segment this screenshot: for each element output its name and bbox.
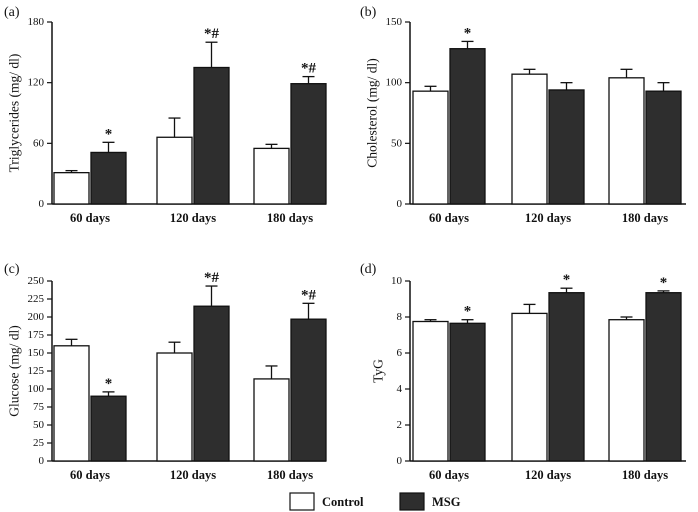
significance-mark-msg: *: [464, 304, 472, 320]
bar-msg: [645, 90, 682, 205]
y-tick-label: 2: [397, 419, 403, 431]
panel-letter: (d): [360, 262, 377, 277]
significance-mark-msg: *: [105, 376, 113, 392]
y-tick-label: 0: [39, 455, 45, 467]
legend-swatch-msg: [399, 492, 425, 511]
bar-msg: [548, 89, 585, 205]
y-tick-label: 175: [28, 329, 45, 341]
bar-control: [511, 312, 548, 462]
bar-msg: [290, 83, 327, 205]
y-tick-label: 120: [28, 77, 45, 89]
y-tick-label: 150: [28, 347, 45, 359]
bar-msg: [90, 395, 127, 462]
legend-label-control: Control: [322, 495, 364, 509]
x-category-label: 120 days: [525, 211, 571, 225]
significance-mark-msg: *: [464, 25, 472, 41]
x-category-label: 180 days: [267, 468, 313, 482]
bar-control: [253, 147, 290, 205]
bar-msg: [193, 305, 230, 462]
y-tick-label: 75: [33, 401, 45, 413]
x-category-label: 120 days: [170, 211, 216, 225]
bar-msg: [290, 318, 327, 462]
y-tick-label: 150: [386, 16, 403, 28]
y-tick-label: 25: [33, 437, 45, 449]
significance-mark-msg: *#: [204, 270, 220, 286]
bar-msg: [449, 322, 486, 462]
y-tick-label: 50: [391, 137, 403, 149]
bar-msg: [449, 48, 486, 205]
y-tick-label: 60: [33, 137, 45, 149]
significance-mark-msg: *: [105, 126, 113, 142]
y-tick-label: 125: [28, 365, 45, 377]
x-category-label: 60 days: [429, 211, 469, 225]
y-tick-label: 10: [391, 275, 403, 287]
y-axis-title: Glucose (mg/ dl): [7, 325, 22, 416]
y-axis-title: TyG: [371, 359, 386, 383]
x-category-label: 180 days: [622, 468, 668, 482]
x-category-label: 60 days: [429, 468, 469, 482]
significance-mark-msg: *#: [301, 287, 317, 303]
significance-mark-msg: *#: [204, 26, 220, 42]
y-tick-label: 225: [28, 293, 45, 305]
panel-letter: (b): [360, 5, 377, 20]
x-category-label: 60 days: [70, 211, 110, 225]
chart-panel-4: (d) TyG 0 2 4 6 8 10 60 days 120 days 180 days * * *: [360, 262, 686, 482]
y-axis-title: Triglycerides (mg/ dl): [7, 54, 22, 173]
bar-control: [412, 90, 449, 205]
x-category-label: 120 days: [170, 468, 216, 482]
x-category-label: 180 days: [267, 211, 313, 225]
significance-mark-msg: *#: [301, 61, 317, 77]
bar-control: [253, 378, 290, 462]
legend-swatch-control: [289, 492, 315, 511]
significance-mark-msg: *: [660, 275, 668, 291]
panel-letter: (a): [4, 5, 20, 20]
chart-panel-3: (c) Glucose (mg/ dl) 0 25 50 75 100 125 150 175 20…: [4, 262, 327, 482]
chart-panel-2: (b) Cholesterol (mg/ dl) 0 50 100 150 60 days 1…: [360, 5, 686, 225]
y-tick-label: 0: [397, 455, 403, 467]
y-tick-label: 200: [28, 311, 45, 323]
significance-mark-msg: *: [563, 272, 571, 288]
y-axis-title: Cholesterol (mg/ dl): [365, 58, 380, 167]
bar-msg: [645, 292, 682, 462]
bar-control: [608, 77, 645, 205]
y-tick-label: 0: [39, 198, 45, 210]
legend-label-msg: MSG: [432, 495, 461, 509]
legend: Control MSG: [289, 492, 461, 511]
bar-control: [511, 73, 548, 205]
y-tick-label: 180: [28, 16, 45, 28]
bar-control: [156, 136, 193, 205]
y-tick-label: 50: [33, 419, 45, 431]
bar-msg: [548, 292, 585, 462]
y-tick-label: 4: [397, 383, 403, 395]
bar-msg: [193, 66, 230, 205]
bar-control: [412, 320, 449, 462]
x-category-label: 120 days: [525, 468, 571, 482]
panel-letter: (c): [4, 262, 20, 277]
bar-control: [156, 352, 193, 462]
y-tick-label: 250: [28, 275, 45, 287]
y-tick-label: 100: [28, 383, 45, 395]
y-tick-label: 6: [397, 347, 403, 359]
bar-control: [53, 345, 90, 462]
y-tick-label: 100: [386, 77, 403, 89]
bar-control: [608, 319, 645, 462]
x-category-label: 60 days: [70, 468, 110, 482]
x-category-label: 180 days: [622, 211, 668, 225]
y-tick-label: 8: [397, 311, 403, 323]
bar-msg: [90, 151, 127, 205]
chart-panel-1: (a) Triglycerides (mg/ dl) 0 60 120 180 60 day…: [4, 5, 327, 225]
y-tick-label: 0: [397, 198, 403, 210]
bar-control: [53, 172, 90, 205]
